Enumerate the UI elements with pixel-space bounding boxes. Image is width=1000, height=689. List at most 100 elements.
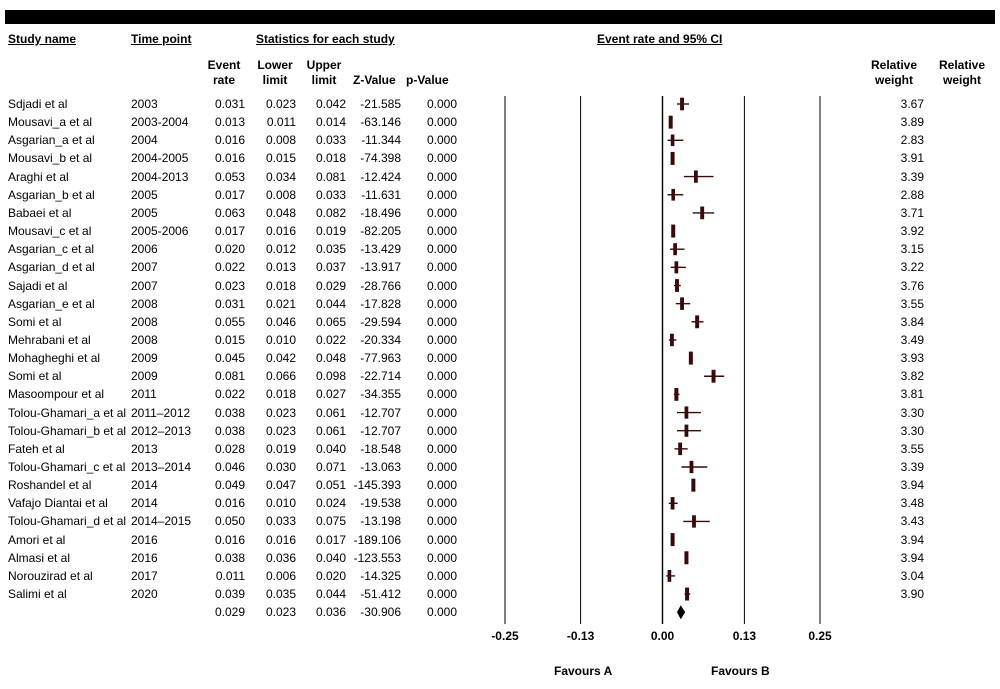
event-rate-cell: 0.017 — [214, 224, 245, 239]
z-value-cell: -12.707 — [360, 423, 401, 438]
upper-limit-cell: 0.065 — [315, 314, 346, 329]
event-rate-cell: 0.022 — [214, 387, 245, 402]
time-point-cell: 2007 — [131, 278, 158, 293]
study-name-cell: Babaei et al — [8, 205, 72, 220]
summary-lower-limit: 0.023 — [265, 605, 296, 620]
z-value-cell: -13.917 — [360, 260, 401, 275]
event-rate-cell: 0.031 — [214, 296, 245, 311]
upper-limit-header-line2: limit — [311, 73, 337, 87]
event-rate-cell: 0.031 — [214, 97, 245, 111]
time-point-header: Time point — [131, 32, 192, 46]
study-name-cell: Amori et al — [8, 532, 66, 547]
time-point-cell: 2005-2006 — [131, 224, 189, 239]
relative-weight-cell: 2.88 — [900, 187, 924, 202]
p-value-cell: 0.000 — [426, 369, 457, 384]
p-value-header: p-Value — [406, 73, 449, 87]
point-estimate — [693, 170, 698, 183]
summary-diamond — [676, 605, 686, 620]
time-point-cell: 2012–2013 — [131, 423, 192, 438]
z-value-cell: -34.355 — [360, 387, 401, 402]
relative-weight-cell: 3.30 — [900, 405, 924, 420]
upper-limit-cell: 0.040 — [315, 550, 346, 565]
p-value-cell: 0.000 — [426, 351, 457, 366]
study-name-cell: Tolou-Ghamari_c et al — [8, 460, 126, 474]
relative-weight-cell: 3.94 — [900, 532, 924, 547]
upper-limit-cell: 0.081 — [315, 169, 346, 184]
statistics-header: Statistics for each study — [256, 32, 395, 46]
p-value-cell: 0.000 — [426, 260, 457, 275]
relative-weight-cell: 3.55 — [900, 441, 924, 456]
event-rate-cell: 0.063 — [214, 205, 245, 220]
upper-limit-cell: 0.024 — [315, 496, 346, 511]
relative-weight-cell: 3.39 — [900, 460, 924, 474]
lower-limit-cell: 0.012 — [265, 242, 296, 257]
z-value-cell: -14.325 — [360, 568, 401, 583]
p-value-cell: 0.000 — [426, 532, 457, 547]
time-point-cell: 2004 — [131, 133, 158, 148]
time-point-cell: 2009 — [131, 369, 158, 384]
relative-weight-cell: 3.94 — [900, 478, 924, 493]
point-estimate — [667, 569, 672, 582]
upper-limit-cell: 0.029 — [315, 278, 346, 293]
lower-limit-cell: 0.036 — [265, 550, 296, 565]
event-rate-cell: 0.015 — [214, 332, 245, 347]
relative-weight-cell: 3.49 — [900, 332, 924, 347]
event-rate-cell: 0.038 — [214, 550, 245, 565]
time-point-cell: 2006 — [131, 242, 158, 257]
time-point-cell: 2004-2005 — [131, 151, 189, 166]
upper-limit-cell: 0.044 — [315, 296, 346, 311]
relative-weight-cell: 3.39 — [900, 169, 924, 184]
lower-limit-cell: 0.023 — [265, 423, 296, 438]
lower-limit-header: Lower limit — [253, 58, 297, 88]
relative-weight-cell: 3.30 — [900, 423, 924, 438]
z-value-cell: -74.398 — [360, 151, 401, 166]
relative-weight-cell: 3.71 — [900, 205, 924, 220]
point-estimate — [670, 533, 675, 547]
p-value-cell: 0.000 — [426, 478, 457, 493]
study-name-cell: Salimi et al — [8, 587, 67, 602]
time-point-cell: 2005 — [131, 205, 158, 220]
study-name-cell: Almasi et al — [8, 550, 71, 565]
p-value-cell: 0.000 — [426, 151, 457, 166]
point-estimate — [685, 587, 690, 601]
z-value-cell: -11.631 — [361, 187, 401, 202]
study-name-cell: Fateh et al — [8, 441, 65, 456]
event-rate-cell: 0.020 — [214, 242, 245, 257]
time-point-cell: 2014–2015 — [131, 514, 192, 529]
study-name-cell: Mehrabani et al — [8, 332, 91, 347]
lower-limit-cell: 0.034 — [265, 169, 296, 184]
p-value-cell: 0.000 — [426, 550, 457, 565]
relative-weight-cell: 3.22 — [900, 260, 924, 275]
event-rate-cell: 0.016 — [214, 133, 245, 148]
event-rate-cell: 0.023 — [214, 278, 245, 293]
event-rate-cell: 0.053 — [214, 169, 245, 184]
upper-limit-cell: 0.082 — [315, 205, 346, 220]
relative-weight-1-line1: Relative — [870, 58, 918, 72]
event-rate-cell: 0.011 — [215, 568, 245, 583]
p-value-cell: 0.000 — [426, 224, 457, 239]
lower-limit-cell: 0.023 — [265, 405, 296, 420]
upper-limit-cell: 0.035 — [315, 242, 346, 257]
upper-limit-cell: 0.044 — [315, 587, 346, 602]
lower-limit-cell: 0.047 — [265, 478, 296, 493]
z-value-cell: -28.766 — [360, 278, 401, 293]
z-value-cell: -123.553 — [353, 550, 401, 565]
lower-limit-cell: 0.019 — [265, 441, 296, 456]
study-name-cell: Tolou-Ghamari_a et al — [8, 405, 127, 420]
study-name-cell: Asgarian_e et al — [8, 296, 95, 311]
point-estimate — [680, 97, 684, 111]
upper-limit-cell: 0.020 — [315, 568, 346, 583]
time-point-cell: 2017 — [131, 568, 158, 583]
time-point-cell: 2016 — [131, 550, 158, 565]
relative-weight-cell: 3.48 — [900, 496, 924, 511]
z-value-cell: -11.344 — [361, 133, 401, 148]
point-estimate — [670, 333, 674, 347]
p-value-cell: 0.000 — [426, 514, 457, 529]
z-value-cell: -19.538 — [360, 496, 401, 511]
p-value-cell: 0.000 — [426, 405, 457, 420]
z-value-cell: -18.496 — [360, 205, 401, 220]
z-value-cell: -82.205 — [360, 224, 401, 239]
relative-weight-cell: 3.81 — [900, 387, 924, 402]
point-estimate — [691, 478, 696, 492]
point-estimate — [673, 243, 677, 256]
